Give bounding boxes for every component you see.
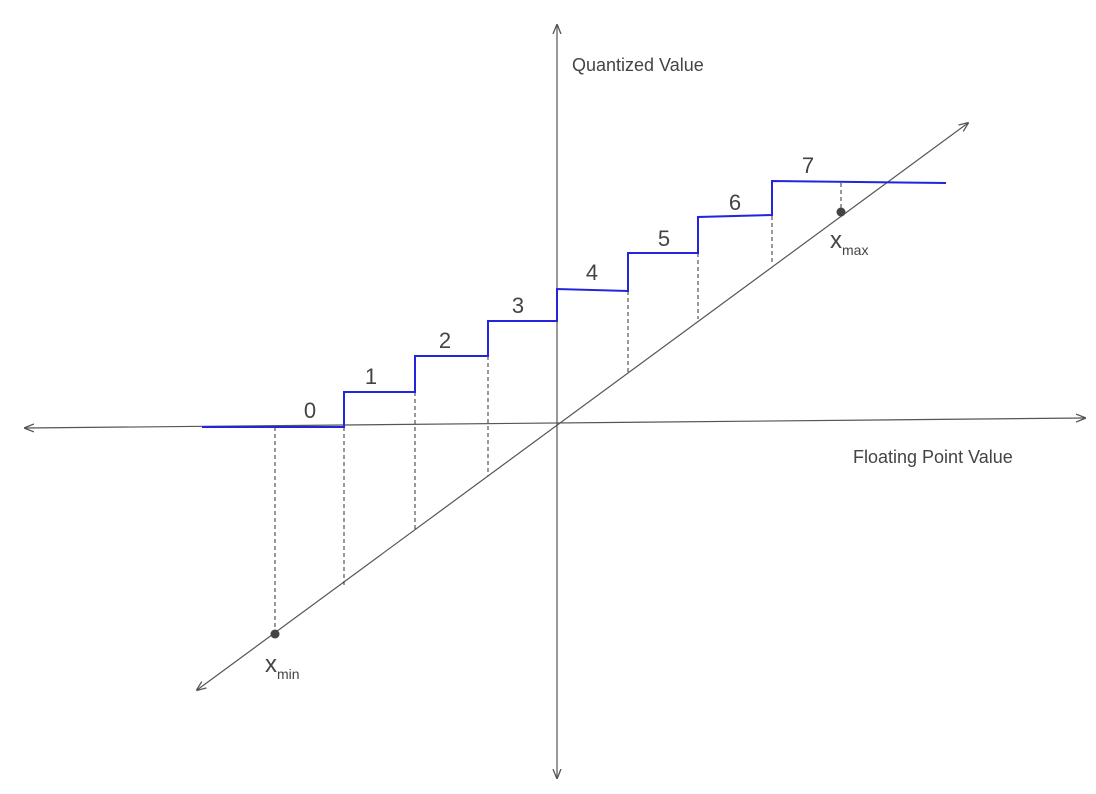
vertical-axis-label: Quantized Value <box>572 55 704 75</box>
level-label: 1 <box>365 364 377 389</box>
identity-line <box>197 123 968 690</box>
level-label: 4 <box>586 260 598 285</box>
level-label: 7 <box>802 153 814 178</box>
max-base: x <box>830 227 842 254</box>
level-label: 0 <box>304 398 316 423</box>
horizontal-axis-label: Floating Point Value <box>853 447 1013 467</box>
min-label: xmin <box>265 651 300 682</box>
level-label: 6 <box>729 190 741 215</box>
max-label: xmax <box>830 227 868 258</box>
level-labels: 0 1 2 3 4 5 6 7 <box>304 153 814 423</box>
dashed-guides <box>274 183 842 634</box>
axes <box>25 25 1085 778</box>
max-point <box>836 207 846 217</box>
min-point <box>270 629 280 639</box>
min-base: x <box>265 651 277 678</box>
level-label: 2 <box>439 328 451 353</box>
quantization-staircase <box>202 179 947 428</box>
max-sub: max <box>842 242 868 258</box>
level-label: 3 <box>512 293 524 318</box>
min-sub: min <box>277 666 300 682</box>
level-label: 5 <box>658 226 670 251</box>
